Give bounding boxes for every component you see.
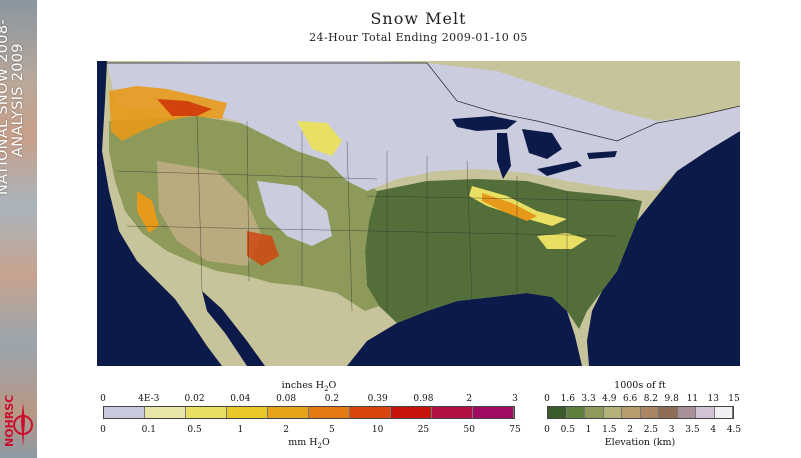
elev-km-label-4: 2	[627, 425, 633, 435]
gulf-of-mexico	[347, 293, 582, 366]
elev-km-label-7: 3.5	[685, 425, 700, 435]
elev-ft-label-8: 13	[707, 394, 719, 404]
snow-swatch-2	[186, 407, 227, 418]
snow-inch-label-4: 0.08	[276, 394, 297, 404]
elev-ft-label-9: 15	[728, 394, 740, 404]
snow-mm-label-4: 2	[283, 425, 289, 435]
snow-inch-label-0: 0	[100, 394, 106, 404]
snow-mm-label-5: 5	[329, 425, 335, 435]
snow-legend-bottom-title: mm H2O	[288, 437, 330, 450]
snow-mm-label-3: 1	[237, 425, 244, 435]
snow-inch-label-3: 0.04	[230, 394, 251, 404]
banner-line-2: ANALYSIS 2009	[10, 43, 26, 157]
elev-swatch-9	[714, 407, 733, 418]
melt-band-sierra	[137, 191, 159, 233]
elev-ft-label-7: 11	[686, 394, 699, 404]
elev-swatch-2	[585, 407, 604, 418]
snow-inch-label-9: 3	[512, 394, 518, 404]
elev-swatch-4	[622, 407, 641, 418]
snow-swatch-1	[145, 407, 186, 418]
snow-swatch-0	[104, 407, 145, 418]
melt-band-ohio	[469, 186, 567, 226]
svg-text:NOHRSC: NOHRSC	[3, 395, 16, 447]
page-title: Snow Melt	[370, 9, 467, 28]
elev-ft-label-0: 0	[544, 394, 550, 404]
elev-swatch-6	[659, 407, 678, 418]
snow-swatch-7	[391, 407, 432, 418]
snow-inch-label-1: 4E-3	[138, 394, 160, 404]
us-land-lowland	[365, 179, 642, 329]
elev-km-label-2: 1	[585, 425, 592, 435]
melt-band-pacific-nw-high	[157, 99, 212, 116]
elev-km-label-3: 1.5	[602, 425, 617, 435]
elev-swatch-5	[640, 407, 659, 418]
snow-swatch-3	[227, 407, 268, 418]
snow-mm-label-0: 0	[100, 425, 106, 435]
elev-km-label-9: 4.5	[726, 425, 742, 435]
elev-ft-label-4: 6.6	[622, 394, 638, 404]
snow-inch-label-7: 0.98	[413, 394, 434, 404]
elev-km-label-0: 0	[544, 425, 550, 435]
snow-inch-label-2: 0.02	[184, 394, 205, 404]
nohrsc-logo-icon: NOHRSC	[3, 395, 33, 447]
snow-mm-label-1: 0.1	[141, 425, 156, 435]
melt-band-pacific-nw	[109, 86, 227, 141]
lake-huron	[522, 129, 562, 159]
snow-mm-label-7: 25	[417, 425, 430, 435]
elev-swatch-3	[603, 407, 622, 418]
elev-km-label-8: 4	[710, 425, 717, 435]
side-banner: NATIONAL SNOW 2008- ANALYSIS 2009 NOHRSC	[0, 0, 37, 458]
snow-mm-label-6: 10	[371, 425, 384, 435]
snow-melt-color-bar	[103, 406, 515, 419]
snow-mm-label-9: 75	[509, 425, 521, 435]
atlantic-ocean	[587, 131, 740, 366]
lake-michigan	[497, 133, 511, 179]
snow-swatch-5	[309, 407, 350, 418]
elev-swatch-7	[677, 407, 696, 418]
elev-km-label-1: 0.5	[560, 425, 575, 435]
melt-band-ohio-mid	[482, 193, 537, 221]
snow-swatch-4	[268, 407, 309, 418]
snow-cover	[107, 61, 740, 191]
snow-legend-top-title: inches H2O	[281, 380, 337, 393]
gulf-of-california	[202, 291, 265, 366]
melt-band-appalachia	[537, 233, 587, 249]
snow-inch-label-6: 0.39	[367, 394, 388, 404]
pacific-ocean	[97, 61, 222, 366]
snow-inch-label-5: 0.2	[324, 394, 340, 404]
page-subtitle: 24-Hour Total Ending 2009-01-10 05	[309, 31, 528, 44]
snow-mm-label-2: 0.5	[187, 425, 202, 435]
elev-ft-label-1: 1.6	[560, 394, 575, 404]
elev-swatch-8	[696, 407, 715, 418]
us-canada-border	[107, 62, 740, 142]
melt-band-montana	[297, 121, 342, 156]
lake-superior	[452, 116, 517, 131]
snow-inch-label-8: 2	[466, 394, 473, 404]
elev-legend-top-title: 1000s of ft	[614, 380, 666, 391]
elev-ft-label-6: 9.8	[664, 394, 679, 404]
snow-swatch-9	[473, 407, 514, 418]
elev-ft-label-2: 3.3	[581, 394, 596, 404]
state-borders	[116, 115, 638, 312]
elev-ft-label-5: 8.2	[643, 394, 659, 404]
elev-ft-label-3: 4.9	[602, 394, 617, 404]
snow-swatch-6	[350, 407, 391, 418]
snow-mm-label-8: 50	[463, 425, 475, 435]
elev-swatch-0	[548, 407, 567, 418]
elev-swatch-1	[566, 407, 585, 418]
us-land-high	[157, 161, 262, 266]
elev-km-label-5: 2.5	[643, 425, 659, 435]
lake-erie	[537, 161, 582, 176]
snow-melt-map	[97, 61, 740, 366]
banner-text: NATIONAL SNOW 2008- ANALYSIS 2009	[0, 0, 26, 195]
melt-band-rockies	[247, 231, 279, 266]
elevation-color-bar	[547, 406, 734, 419]
snow-swatch-8	[432, 407, 473, 418]
lake-ontario	[587, 151, 617, 159]
elev-km-label-6: 3	[668, 425, 675, 435]
elev-legend-bottom-title: Elevation (km)	[604, 437, 676, 448]
